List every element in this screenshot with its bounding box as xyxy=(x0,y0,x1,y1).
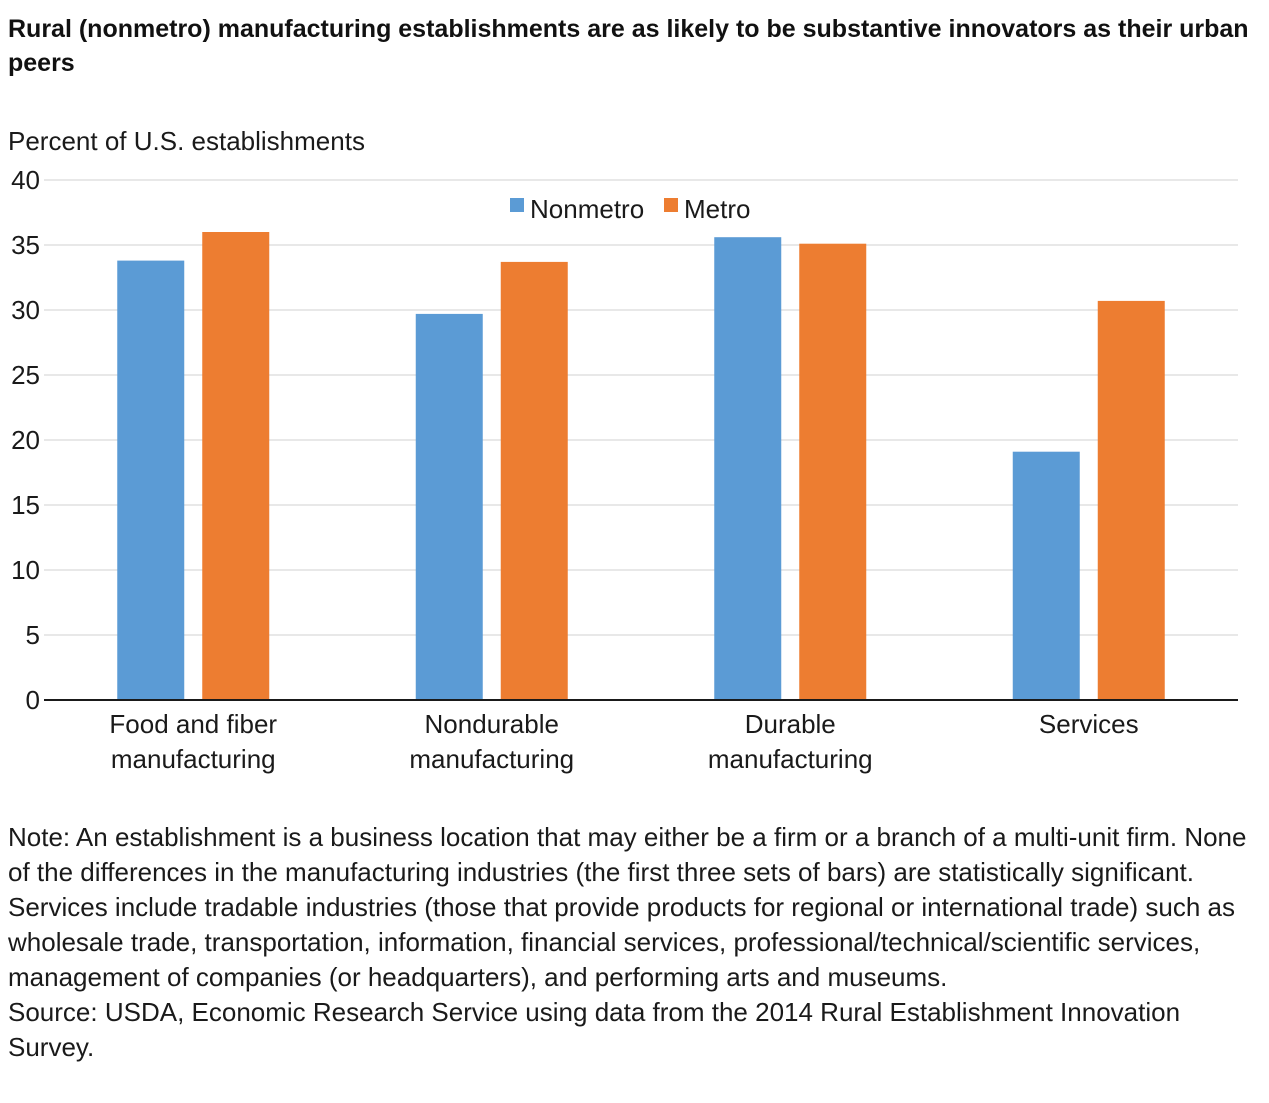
bar-metro xyxy=(799,243,867,700)
y-tick-label: 5 xyxy=(26,620,40,650)
bar-nonmetro xyxy=(117,260,185,700)
bar-nonmetro xyxy=(1012,451,1080,700)
y-tick-label: 15 xyxy=(11,490,40,520)
bar-metro xyxy=(202,232,270,700)
y-tick-label: 35 xyxy=(11,230,40,260)
source-text: Source: USDA, Economic Research Service … xyxy=(8,997,1181,1062)
legend-swatch xyxy=(510,198,524,212)
bar-nonmetro xyxy=(714,237,782,700)
y-tick-label: 10 xyxy=(11,555,40,585)
chart-title: Rural (nonmetro) manufacturing establish… xyxy=(8,15,1249,77)
bar-metro xyxy=(500,261,568,700)
bar-nonmetro xyxy=(415,313,483,700)
legend-swatch xyxy=(664,198,678,212)
y-tick-label: 0 xyxy=(26,685,40,715)
x-tick-label: Food and fiber manufacturing xyxy=(109,709,277,774)
y-tick-label: 30 xyxy=(11,295,40,325)
x-tick-label: Durable manufacturing xyxy=(708,709,873,774)
chart-notes: Note: An establishment is a business loc… xyxy=(8,820,1263,1065)
y-tick-label: 40 xyxy=(11,165,40,195)
legend-label: Nonmetro xyxy=(530,194,644,224)
x-tick-label: Services xyxy=(1039,709,1139,739)
bar-chart: 0 5 10 15 20 25 30 35 40 Food and fiber manufactur… xyxy=(11,165,1238,774)
note-text: Note: An establishment is a business loc… xyxy=(8,822,1247,992)
y-tick-label: 25 xyxy=(11,360,40,390)
y-axis-label: Percent of U.S. establishments xyxy=(8,126,365,156)
x-tick-label: Nondurable manufacturing xyxy=(409,709,574,774)
y-tick-label: 20 xyxy=(11,425,40,455)
bar-metro xyxy=(1097,300,1165,700)
legend-label: Metro xyxy=(684,194,750,224)
